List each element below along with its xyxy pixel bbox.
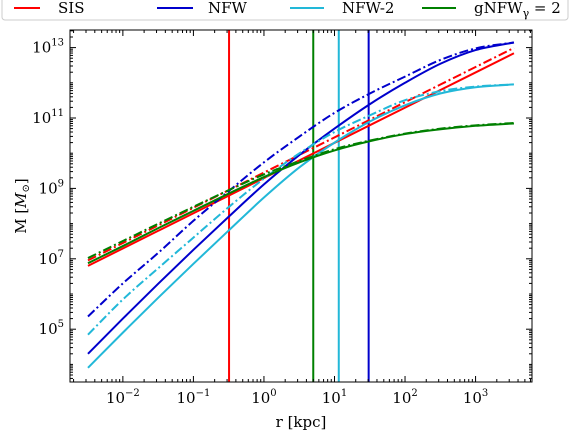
x-axis-ticks (73, 30, 531, 382)
y-axis-ticks (70, 30, 532, 379)
y-tick-label: 109 (39, 178, 64, 197)
series-line-3 (87, 41, 515, 318)
y-axis-label: M [M⊙] (12, 178, 32, 234)
series-line-1 (87, 47, 515, 262)
vertical-lines (228, 30, 370, 382)
series-line-5 (87, 83, 514, 336)
x-tick-label: 10−2 (106, 388, 140, 407)
legend-label-gnfw-sub: γ (523, 7, 530, 20)
y-axis-label-text: M [ (12, 208, 30, 234)
plot-frame (69, 29, 533, 383)
y-tick-label: 105 (39, 319, 64, 338)
series-line-7 (87, 122, 514, 259)
x-tick-label: 102 (392, 388, 417, 407)
y-tick-label: 1013 (32, 38, 64, 57)
legend-label-gnfw-suffix: = 2 (529, 0, 561, 17)
curves (87, 41, 515, 369)
legend-label-gnfw: gNFWγ = 2 (474, 0, 561, 20)
y-axis-tick-labels: 105 107 109 1011 1013 (32, 38, 64, 339)
series-line-2 (87, 41, 515, 355)
legend-frame (1, 0, 569, 21)
legend: SIS NFW NFW-2 gNFWγ = 2 (1, 0, 569, 21)
x-tick-label: 103 (463, 388, 488, 407)
x-tick-label: 100 (251, 388, 276, 407)
series-line-6 (87, 122, 515, 265)
y-tick-label: 1011 (32, 108, 64, 127)
y-axis-label-close: ] (12, 178, 30, 184)
x-axis-label: r [kpc] (276, 413, 327, 431)
x-tick-label: 10−1 (176, 388, 210, 407)
y-axis-label-unit: M (12, 192, 30, 209)
legend-label-sis: SIS (58, 0, 84, 17)
x-axis-tick-labels: 10−2 10−1 100 101 102 103 (106, 388, 488, 407)
y-tick-label: 107 (39, 249, 64, 268)
legend-label-nfw: NFW (208, 0, 248, 17)
series-line-4 (87, 83, 515, 369)
legend-label-gnfw-base: gNFW (474, 0, 523, 17)
legend-label-nfw2: NFW-2 (342, 0, 394, 17)
x-tick-label: 101 (322, 388, 347, 407)
y-axis-label-unit-sub: ⊙ (21, 184, 32, 192)
